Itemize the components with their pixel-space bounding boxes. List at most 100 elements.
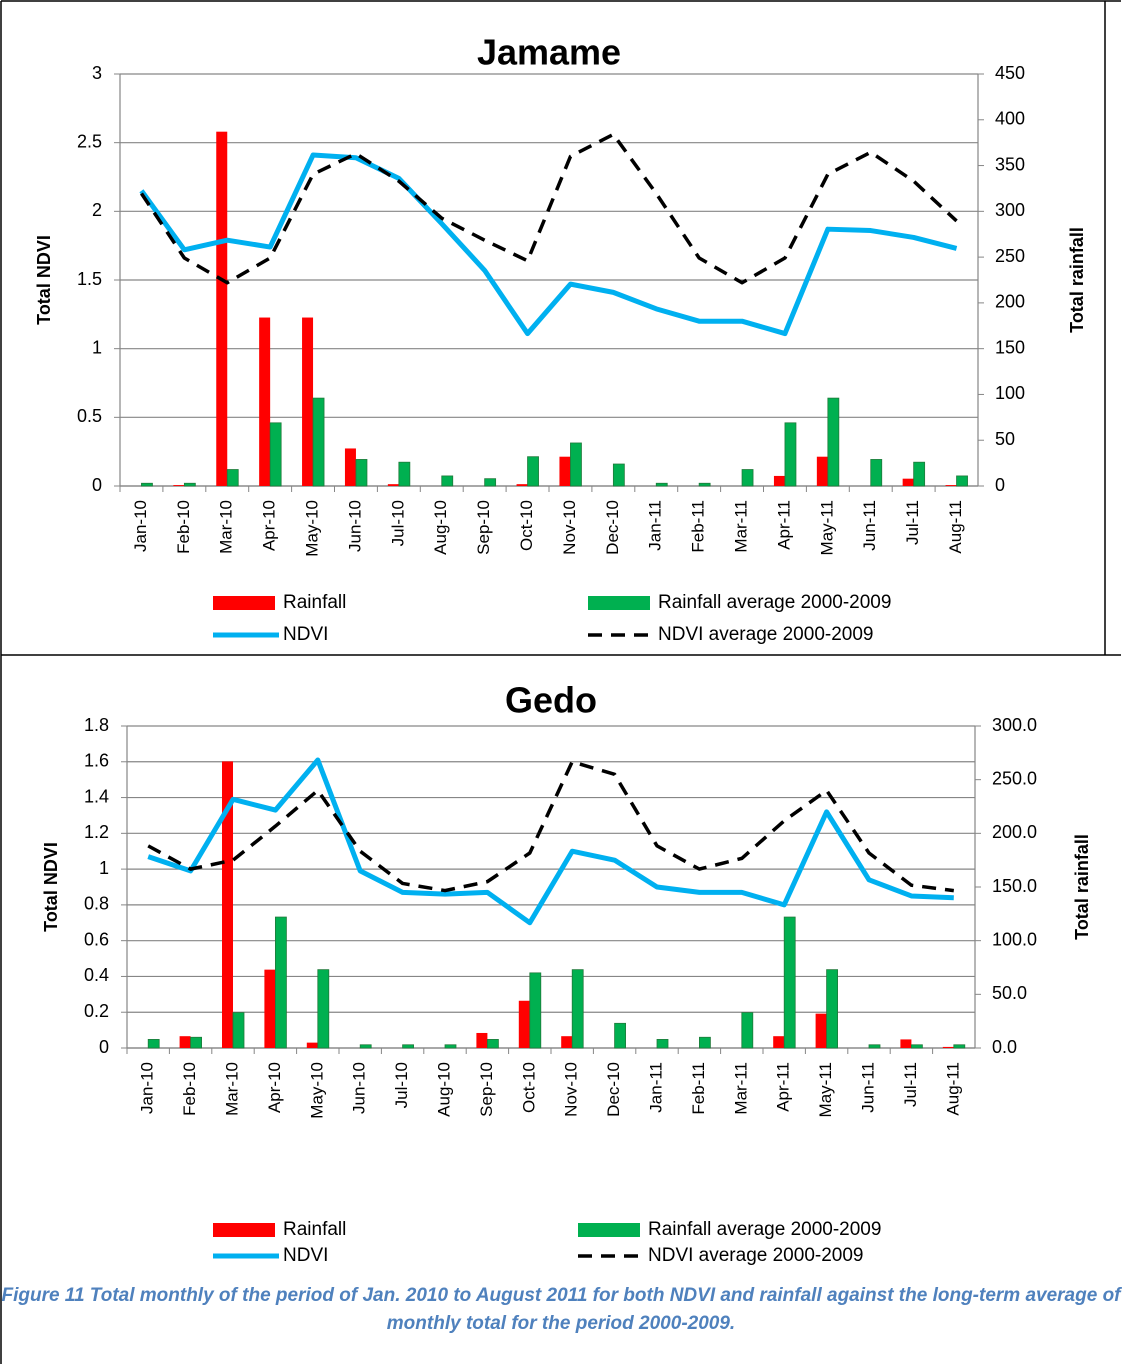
bar: [655, 482, 668, 487]
bar: [355, 459, 368, 487]
legend-label: Rainfall average 2000-2009: [658, 592, 891, 613]
line: [139, 152, 958, 337]
x-tick-label: Jan-11: [646, 500, 665, 551]
y-axis-title: Total NDVI: [41, 842, 61, 932]
figure-caption: Figure 11 Total monthly of the period of…: [1, 1285, 1121, 1334]
x-tick-label: Jul-10: [392, 1062, 411, 1108]
x-tick-label: Nov-10: [560, 500, 579, 555]
bar: [441, 475, 454, 487]
bar: [816, 456, 828, 486]
y-tick-label: 0.8: [84, 894, 109, 914]
y2-tick-label: 200: [995, 292, 1025, 312]
bar: [902, 478, 914, 486]
x-tick-label: Nov-10: [562, 1062, 581, 1117]
bar: [956, 475, 968, 487]
bar: [516, 484, 528, 486]
x-tick-label: Jan-11: [646, 1062, 665, 1113]
bar: [656, 1039, 669, 1049]
line: [147, 757, 954, 926]
y-tick-label: 1.5: [77, 269, 102, 289]
bar: [222, 761, 233, 1048]
legend-label: Rainfall: [283, 1219, 346, 1240]
bar: [302, 317, 314, 486]
x-tick-label: Dec-10: [603, 500, 622, 555]
x-tick-label: Feb-11: [689, 500, 708, 553]
y2-tick-label: 350: [995, 154, 1025, 174]
x-tick-label: Sep-10: [477, 1062, 496, 1117]
x-tick-label: Aug-10: [434, 1062, 453, 1117]
y2-tick-label: 50: [995, 429, 1015, 449]
y-tick-label: 0.4: [84, 965, 109, 985]
bar: [183, 482, 196, 487]
bar: [942, 1046, 954, 1048]
bar: [529, 972, 542, 1049]
y-axis-title: Total NDVI: [34, 235, 54, 325]
bar: [826, 969, 838, 1049]
legend-label: Rainfall average 2000-2009: [648, 1219, 881, 1240]
bar: [141, 482, 153, 487]
chart: Jamame 0 0.5 1 1.5 2 2.5 3 0 50 100 150 200 250 300 350…: [34, 32, 1087, 646]
y-tick-label: 0: [99, 1037, 109, 1057]
bar: [784, 422, 797, 487]
x-tick-label: May-10: [303, 500, 322, 557]
bar: [518, 1000, 530, 1048]
x-tick-label: May-11: [817, 500, 836, 555]
y2-axis-title: Total rainfall: [1067, 227, 1087, 333]
bar: [773, 1036, 785, 1048]
chart-title: Jamame: [477, 32, 621, 73]
x-tick-label: Dec-10: [604, 1062, 623, 1117]
bar: [232, 1012, 245, 1049]
x-tick-label: Aug-11: [946, 500, 965, 554]
y2-tick-label: 400: [995, 109, 1025, 129]
bar: [559, 456, 571, 486]
x-tick-label: Jun-11: [858, 1062, 877, 1113]
bar: [398, 461, 411, 487]
y-tick-label: 1.6: [84, 751, 109, 771]
chart: Gedo 0 0.2 0.4 0.6 0.8 1 1.2 1.4 1.6 1.8 0.0 50.0 100…: [41, 680, 1092, 1267]
y2-tick-label: 250.0: [992, 768, 1037, 788]
x-tick-label: Jun-10: [345, 500, 364, 552]
dashed-line: [139, 132, 958, 285]
y2-tick-label: 300: [995, 200, 1025, 220]
bar: [147, 1039, 160, 1049]
bar: [870, 459, 883, 487]
y-tick-label: 2: [92, 200, 102, 220]
x-tick-label: Feb-10: [174, 500, 193, 554]
x-tick-label: Mar-11: [732, 500, 751, 553]
y-tick-label: 1.4: [84, 786, 109, 806]
bar: [476, 1032, 488, 1048]
x-tick-label: Oct-10: [519, 1062, 538, 1113]
y-tick-label: 1.2: [84, 822, 109, 842]
bar: [402, 1044, 415, 1049]
bar: [259, 317, 271, 486]
y2-tick-label: 300.0: [992, 715, 1037, 735]
x-tick-label: May-11: [816, 1062, 835, 1117]
bar: [190, 1036, 203, 1049]
x-tick-label: Jun-11: [860, 500, 879, 551]
legend-swatch: [578, 1223, 640, 1237]
x-tick-label: Apr-10: [265, 1062, 284, 1113]
bar: [179, 1036, 191, 1048]
y-tick-label: 0.6: [84, 929, 109, 949]
legend-swatch: [588, 596, 650, 610]
x-tick-label: Jul-10: [388, 500, 407, 546]
x-tick-label: Jun-10: [350, 1062, 369, 1114]
bar: [484, 478, 497, 487]
x-tick-label: May-10: [307, 1062, 326, 1119]
y2-axis-title: Total rainfall: [1072, 834, 1092, 940]
bar: [527, 456, 539, 487]
legend-label: Rainfall: [283, 592, 346, 613]
y2-tick-label: 200.0: [992, 822, 1037, 842]
bar: [612, 463, 625, 487]
x-tick-label: Jan-10: [138, 1062, 157, 1114]
x-tick-label: Apr-11: [774, 1062, 793, 1112]
bar: [312, 397, 325, 487]
y-tick-label: 0.2: [84, 1001, 109, 1021]
bar: [827, 397, 840, 487]
bar: [264, 969, 276, 1048]
dashed-line: [147, 760, 955, 893]
chart-title: Gedo: [505, 680, 597, 721]
bar: [773, 475, 785, 486]
bar: [444, 1044, 457, 1049]
legend-label: NDVI average 2000-2009: [648, 1245, 863, 1266]
